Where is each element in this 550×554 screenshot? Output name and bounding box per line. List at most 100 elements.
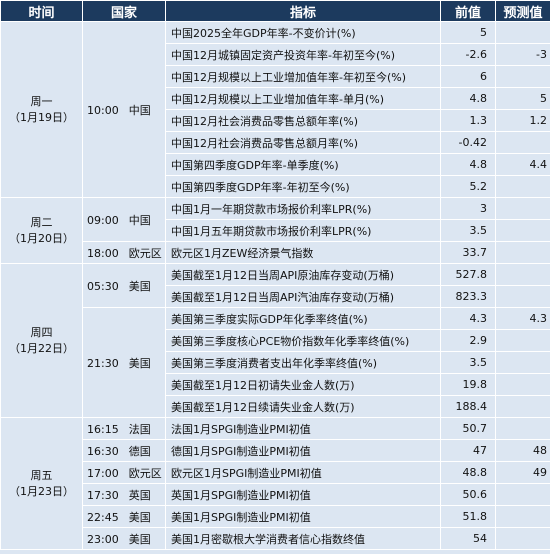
indicator: 美国截至1月12日初请失业金人数(万) bbox=[165, 373, 441, 396]
day-cell: 周四 （1月22日） bbox=[0, 263, 83, 418]
table-row: 21:30 美国 美国第三季度实际GDP年化季率终值(%) 4.3 4.3 bbox=[1, 307, 550, 418]
forecast-value: 48 bbox=[495, 439, 550, 462]
country: 中国 bbox=[128, 213, 151, 227]
indicator: 中国第四季度GDP年率-年初至今(%) bbox=[165, 175, 441, 198]
country: 美国 bbox=[128, 510, 151, 524]
country: 美国 bbox=[128, 279, 151, 293]
day-label: 周五 bbox=[30, 468, 53, 482]
day-date: （1月22日） bbox=[9, 341, 74, 355]
table-row: 中国12月规模以上工业增加值年率-单月(%) 4.8 5 bbox=[1, 87, 550, 110]
table-row: 16:30 德国 德国1月SPGI制造业PMI初值 47 48 bbox=[1, 439, 550, 462]
day-cell: 周一 （1月19日） bbox=[0, 21, 83, 198]
previous-value: 51.8 bbox=[440, 505, 496, 528]
country: 法国 bbox=[128, 422, 151, 436]
country: 德国 bbox=[128, 444, 151, 458]
previous-value: 1.3 bbox=[440, 109, 496, 132]
forecast-value: 49 bbox=[495, 461, 550, 484]
indicator: 美国1月SPGI制造业PMI初值 bbox=[165, 505, 441, 528]
day-cell: 周五 （1月23日） bbox=[0, 417, 83, 550]
previous-value: 4.3 bbox=[440, 307, 496, 330]
country: 英国 bbox=[128, 488, 151, 502]
header-cell: 时间 bbox=[0, 0, 83, 22]
table-row: 18:00 欧元区 欧元区1月ZEW经济景气指数 33.7 bbox=[1, 241, 550, 264]
header-cell: 前值 bbox=[440, 0, 496, 22]
forecast-value: 1.2 bbox=[495, 109, 550, 132]
forecast-value: 5 bbox=[495, 87, 550, 110]
table-row: 周五 （1月23日） 16:15 法国 法国1月SPGI制造业PMI初值 50.7 bbox=[0, 417, 550, 550]
previous-value: 188.4 bbox=[440, 395, 496, 418]
forecast-value bbox=[495, 483, 550, 506]
slot-cell: 05:30 美国 bbox=[82, 263, 166, 308]
time: 21:30 bbox=[87, 356, 119, 370]
forecast-value bbox=[495, 351, 550, 374]
indicator: 中国12月规模以上工业增加值年率-单月(%) bbox=[165, 87, 441, 110]
previous-value: 54 bbox=[440, 527, 496, 550]
time: 05:30 bbox=[87, 279, 119, 293]
previous-value: 3 bbox=[440, 197, 496, 220]
day-cell: 周二 （1月20日） bbox=[0, 197, 83, 264]
indicator: 中国12月社会消费品零售总额年率(%) bbox=[165, 109, 441, 132]
table-row: 23:00 美国 美国1月密歇根大学消费者信心指数终值 54 bbox=[1, 527, 550, 550]
country: 美国 bbox=[128, 356, 151, 370]
day-label: 周四 bbox=[30, 325, 53, 339]
indicator: 美国截至1月12日当周API汽油库存变动(万桶) bbox=[165, 285, 441, 308]
time: 16:15 bbox=[87, 422, 119, 436]
previous-value: 3.5 bbox=[440, 351, 496, 374]
country: 欧元区 bbox=[128, 246, 162, 260]
slot-cell: 22:45 美国 bbox=[82, 505, 166, 528]
forecast-value bbox=[495, 417, 550, 440]
time: 17:00 bbox=[87, 466, 119, 480]
previous-value: 2.9 bbox=[440, 329, 496, 352]
forecast-value bbox=[495, 505, 550, 528]
indicator: 欧元区1月SPGI制造业PMI初值 bbox=[165, 461, 441, 484]
time: 16:30 bbox=[87, 444, 119, 458]
previous-value: 5.2 bbox=[440, 175, 496, 198]
table-row: 中国第四季度GDP年率-单季度(%) 4.8 4.4 bbox=[1, 153, 550, 176]
indicator: 中国12月社会消费品零售总额月率(%) bbox=[165, 131, 441, 154]
slot-cell: 21:30 美国 bbox=[82, 307, 166, 418]
slot-cell: 17:00 欧元区 bbox=[82, 461, 166, 484]
table-row: 周四 （1月22日） 05:30 美国 美国截至1月12日当周API原油库存变动(万桶)… bbox=[0, 263, 550, 418]
table-row: 美国第三季度核心PCE物价指数年化季率终值(%) 2.9 bbox=[1, 329, 550, 352]
slot-cell: 18:00 欧元区 bbox=[82, 241, 166, 264]
indicator: 美国第三季度核心PCE物价指数年化季率终值(%) bbox=[165, 329, 441, 352]
previous-value: 47 bbox=[440, 439, 496, 462]
previous-value: 48.8 bbox=[440, 461, 496, 484]
table-row: 周一 （1月19日） 10:00 中国 中国2025全年GDP年率-不变价计(%) 5 bbox=[0, 21, 550, 198]
table-row: 周二 （1月20日） 09:00 中国 中国1月一年期贷款市场报价利率LPR(%) 3 bbox=[0, 197, 550, 264]
forecast-value bbox=[495, 373, 550, 396]
indicator: 美国第三季度实际GDP年化季率终值(%) bbox=[165, 307, 441, 330]
slot-cell: 16:30 德国 bbox=[82, 439, 166, 462]
table-row: 中国12月城镇固定资产投资年率-年初至今(%) -2.6 -3 bbox=[1, 43, 550, 66]
previous-value: 19.8 bbox=[440, 373, 496, 396]
indicator: 欧元区1月ZEW经济景气指数 bbox=[165, 241, 441, 264]
previous-value: 4.8 bbox=[440, 153, 496, 176]
previous-value: 3.5 bbox=[440, 219, 496, 242]
table-row: 中国第四季度GDP年率-年初至今(%) 5.2 bbox=[1, 175, 550, 198]
slot-cell: 10:00 中国 bbox=[82, 21, 166, 198]
table-row: 美国第三季度消费者支出年化季率终值(%) 3.5 bbox=[1, 351, 550, 374]
indicator: 美国1月密歇根大学消费者信心指数终值 bbox=[165, 527, 441, 550]
previous-value: 823.3 bbox=[440, 285, 496, 308]
forecast-value bbox=[495, 197, 550, 220]
slot-cell: 17:30 英国 bbox=[82, 483, 166, 506]
table-row: 美国截至1月12日当周API汽油库存变动(万桶) 823.3 bbox=[1, 285, 550, 308]
time: 17:30 bbox=[87, 488, 119, 502]
indicator: 英国1月SPGI制造业PMI初值 bbox=[165, 483, 441, 506]
time: 09:00 bbox=[87, 213, 119, 227]
indicator: 德国1月SPGI制造业PMI初值 bbox=[165, 439, 441, 462]
country: 美国 bbox=[128, 532, 151, 546]
slot-cell: 23:00 美国 bbox=[82, 527, 166, 550]
indicator: 中国12月城镇固定资产投资年率-年初至今(%) bbox=[165, 43, 441, 66]
header-cell: 国家 bbox=[82, 0, 166, 22]
table-row: 17:00 欧元区 欧元区1月SPGI制造业PMI初值 48.8 49 bbox=[1, 461, 550, 484]
header-row: 时间 国家 指标 前值 预测值 bbox=[0, 0, 550, 22]
indicator: 中国第四季度GDP年率-单季度(%) bbox=[165, 153, 441, 176]
previous-value: 5 bbox=[440, 21, 496, 44]
country: 中国 bbox=[128, 103, 151, 117]
indicator: 中国2025全年GDP年率-不变价计(%) bbox=[165, 21, 441, 44]
forecast-value bbox=[495, 285, 550, 308]
day-date: （1月20日） bbox=[9, 231, 74, 245]
